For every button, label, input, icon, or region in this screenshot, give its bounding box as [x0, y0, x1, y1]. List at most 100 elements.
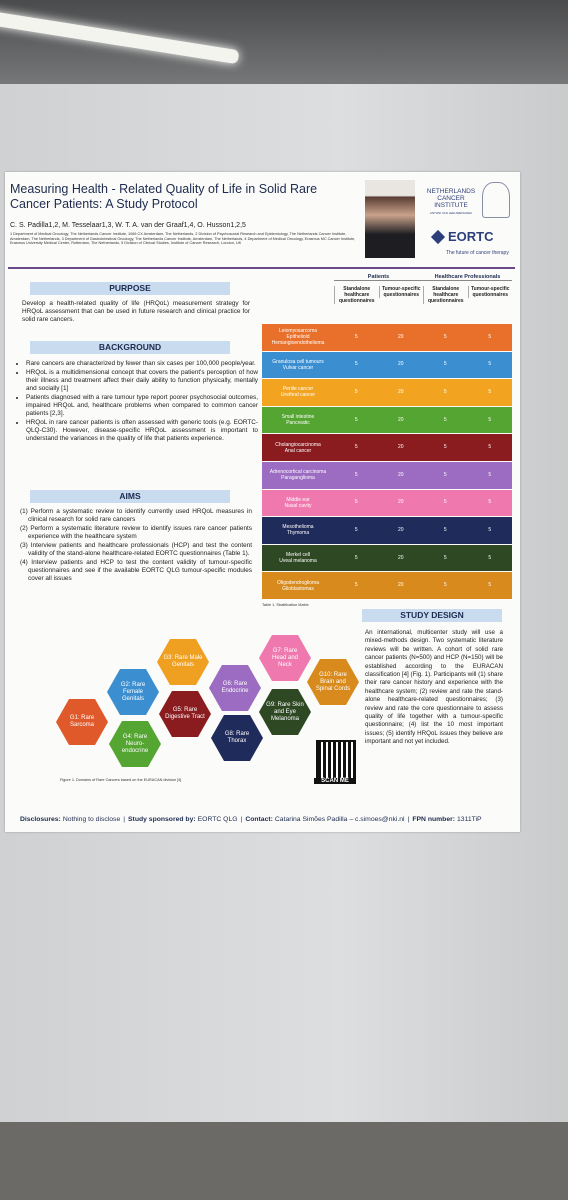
- cell-value: 5: [443, 389, 447, 395]
- hexagon: G4: Rare Neuro-endocrine: [109, 721, 161, 767]
- authors: C. S. Padilla1,2, M. Tesselaar1,3, W. T.…: [10, 222, 246, 229]
- row-names: Small intestine Pancreatic: [262, 407, 334, 434]
- author-photo: [365, 180, 415, 258]
- eortc-tagline: The future of cancer therapy: [446, 250, 509, 256]
- row-name: Thymoma: [286, 530, 310, 537]
- table-row: [262, 517, 512, 544]
- cell-value: 5: [443, 416, 447, 423]
- qr-code: [316, 740, 356, 780]
- footer-separator: |: [407, 816, 410, 823]
- hexagon: G5: Rare Digestive Tract: [159, 691, 211, 737]
- background-item: HRQoL in rare cancer patients is often a…: [26, 419, 258, 443]
- group-header: Healthcare Professionals: [423, 274, 512, 281]
- column-header: Standalone healthcare questionnaires: [334, 286, 379, 304]
- row-name: Epithelioid: [286, 334, 310, 341]
- cell-value: 5: [488, 527, 492, 533]
- background-item: Rare cancers are characterized by fewer …: [26, 360, 258, 368]
- cell-value: 5: [443, 499, 447, 506]
- cell-value: 5: [354, 582, 358, 589]
- aim-item: (4) Interview patients and HCP to test t…: [20, 559, 252, 582]
- footer: Disclosures: Nothing to disclose | Study sp…: [20, 816, 515, 823]
- background-item: HRQoL is a multidimensional concept that…: [26, 369, 258, 393]
- background-list: Rare cancers are characterized by fewer …: [18, 360, 258, 444]
- ceiling: [0, 0, 568, 86]
- footer-separator: |: [240, 816, 243, 823]
- nki-logo: NETHERLANDS CANCER INSTITUTE: [426, 188, 476, 209]
- cell-value: 5: [488, 554, 492, 561]
- row-name: Penile cancer: [282, 386, 314, 393]
- row-name: Oligodendroglioma: [277, 579, 319, 586]
- row-name: Paraganglioma: [281, 475, 315, 482]
- cell-value: 20: [397, 444, 404, 451]
- group-header: Patients: [334, 274, 423, 281]
- row-name: Merkel cell: [286, 552, 310, 559]
- table-row: [262, 572, 512, 599]
- row-name: Mesothelioma: [282, 524, 314, 531]
- cell-value: 5: [488, 333, 492, 340]
- row-name: Hemangioendothelioma: [271, 340, 325, 347]
- hexagon: G8: Rare Thorax: [211, 715, 263, 761]
- row-names: Granulosa cell tumours Vulvar cancer: [262, 352, 334, 379]
- table-row: [262, 324, 512, 351]
- nki-sub: ANTONI VAN LEEUWENHOEK: [429, 211, 473, 215]
- cell-value: 5: [443, 471, 447, 478]
- row-name: Small intestine: [281, 414, 315, 421]
- cell-value: 5: [354, 554, 358, 561]
- hexagon: G2: Rare Female Genitals: [107, 669, 159, 715]
- column-header: Tumour-specific questionnaires: [467, 286, 513, 298]
- nki-emblem: [482, 182, 510, 218]
- section-heading: PURPOSE: [30, 282, 230, 295]
- cell-value: 20: [397, 582, 404, 589]
- cell-value: 5: [488, 389, 492, 395]
- table-row: [262, 351, 512, 379]
- footer-text: Nothing to disclose: [62, 816, 121, 823]
- cell-value: 5: [354, 416, 358, 423]
- row-names: Oligodendroglioma Glioblastomas: [262, 572, 334, 599]
- row-name: Anal cancer: [284, 447, 312, 454]
- cell-value: 5: [354, 527, 358, 533]
- table-row: [262, 544, 512, 572]
- eortc-logo: EORTC: [448, 229, 494, 244]
- background-item: Patients diagnosed with a rare tumour ty…: [26, 394, 258, 418]
- row-names: Leiomyosarcoma Epithelioid Hemangioendothe…: [262, 324, 334, 351]
- study-design-text: An international, multicenter study will…: [365, 629, 503, 746]
- footer-text: EORTC QLG: [197, 816, 238, 823]
- hexagon: G1: Rare Sarcoma: [56, 699, 108, 745]
- cell-value: 5: [488, 499, 492, 506]
- stratification-table: Patients Healthcare Professionals Standalo…: [262, 274, 512, 600]
- cell-value: 5: [488, 471, 492, 478]
- table-row: [262, 434, 512, 461]
- cell-value: 5: [354, 389, 358, 395]
- cell-value: 20: [397, 416, 404, 423]
- footer-label: Study sponsored by:: [128, 816, 196, 823]
- hexagon: G10: Rare Brain and Spinal Cords: [307, 659, 359, 705]
- row-name: Urethral cancer: [280, 392, 316, 399]
- cell-value: 5: [488, 361, 492, 368]
- cell-value: 20: [397, 471, 404, 478]
- hexagon: G7: Rare Head and Neck: [259, 635, 311, 681]
- cell-value: 5: [443, 361, 447, 368]
- cell-value: 20: [397, 389, 404, 395]
- aim-item: (3) Interview patients and healthcare pr…: [20, 542, 252, 557]
- cell-value: 20: [397, 333, 404, 340]
- header-rule: [8, 267, 515, 269]
- affiliations: 1 Department of Medical Oncology, The Ne…: [10, 232, 356, 246]
- poster-title: Measuring Health - Related Quality of Li…: [10, 182, 318, 211]
- hexagon: G6: Rare Endocrine: [209, 665, 261, 711]
- cell-value: 5: [354, 471, 358, 478]
- footer-text: 1311TiP: [457, 816, 482, 823]
- qr-label: SCAN ME: [314, 778, 356, 784]
- hexagon: G9: Rare Skin and Eye Melanoma: [259, 689, 311, 735]
- cell-value: 20: [397, 554, 404, 561]
- table-caption: Table 1. Stratification Matrix: [262, 603, 309, 607]
- cell-value: 5: [488, 582, 492, 589]
- aim-item: (1) Perform a systematic review to ident…: [20, 508, 252, 523]
- table-row: [262, 406, 512, 434]
- row-name: Pancreatic: [286, 420, 310, 427]
- aims-list: (1) Perform a systematic review to ident…: [20, 508, 252, 584]
- footer-label: Contact:: [245, 816, 273, 823]
- row-name: Adrenocortical carcinoma: [269, 469, 327, 476]
- row-names: Penile cancer Urethral cancer: [262, 379, 334, 406]
- purpose-text: Develop a health-related quality of life…: [22, 300, 250, 323]
- row-name: Leiomyosarcoma: [278, 328, 318, 335]
